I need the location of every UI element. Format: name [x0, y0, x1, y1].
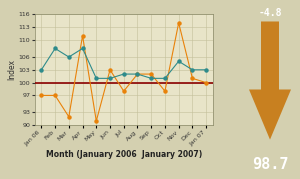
Polygon shape	[249, 21, 291, 140]
Y-axis label: Index: Index	[7, 59, 16, 80]
X-axis label: Month (January 2006  January 2007): Month (January 2006 January 2007)	[46, 150, 202, 159]
Text: -4.8: -4.8	[258, 8, 282, 18]
Text: 98.7: 98.7	[252, 157, 288, 172]
